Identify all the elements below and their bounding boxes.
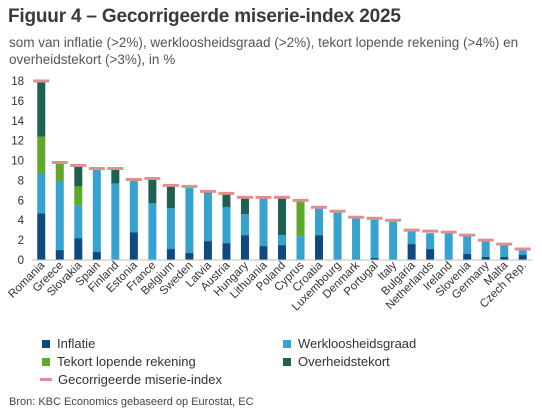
bar-segment-inflatie [370,258,379,260]
bar-segment-inflatie [426,249,435,260]
bar-segment-overheid [240,197,249,215]
bar-segment-overheid [222,193,231,208]
bar-segment-werkloosheid [166,208,175,250]
legend-label: Werkloosheidsgraad [298,336,417,351]
bar-segment-werkloosheid [463,235,472,255]
legend-swatch-tekort-lopende-rekening [42,357,50,366]
bar-segment-overheid [37,81,46,137]
bar-segment-werkloosheid [278,235,286,246]
y-tick-label: 16 [11,96,24,108]
bar-segment-werkloosheid [518,249,527,256]
legend-label: Overheidstekort [298,354,390,369]
bar-segment-tekort_lopende [296,200,305,237]
y-tick-label: 12 [11,136,24,148]
source-note: Bron: KBC Economics gebaseerd op Eurosta… [9,396,254,408]
bar-segment-werkloosheid [426,233,435,250]
bar-segment-werkloosheid [481,240,490,258]
bar-segment-werkloosheid [55,181,64,251]
bar-segment-werkloosheid [444,232,453,260]
y-tick-label: 18 [11,76,24,88]
legend-label: Tekort lopende rekening [57,354,196,369]
y-tick-label: 0 [18,255,24,267]
y-tick-label: 10 [11,156,24,168]
bar-segment-werkloosheid [296,236,305,260]
bar-segment-inflatie [407,244,416,260]
bar-segment-werkloosheid [389,220,398,260]
bar-segment-overheid [148,178,157,204]
bar-segment-werkloosheid [203,193,212,242]
bar-segment-inflatie [259,246,268,260]
legend-label: Inflatie [57,336,96,351]
legend-swatch-overheidstekort [283,357,291,366]
y-tick-label: 8 [18,175,24,187]
legend-label: Gecorrigeerde miserie-index [58,372,223,387]
bar-segment-werkloosheid [240,214,249,236]
chart-subtitle: som van inflatie (>2%), werkloosheidsgra… [9,35,519,67]
bar-segment-inflatie [55,250,64,260]
chart-title: Figuur 4 – Gecorrigeerde miserie-index 2… [8,6,401,27]
bar-segment-inflatie [315,235,324,260]
bar-segment-inflatie [518,255,527,260]
legend-item-werkloosheidsgraad: Werkloosheidsgraad [283,336,416,351]
bar-segment-inflatie [500,257,509,260]
y-tick-label: 2 [18,235,24,247]
bar-segment-inflatie [74,238,83,260]
bar-segment-werkloosheid [259,197,268,247]
legend-swatch-werkloosheidsgraad [283,339,291,348]
bar-segment-werkloosheid [129,179,138,233]
bar-segment-tekort_lopende [37,136,46,174]
legend-item-miserie-index: Gecorrigeerde miserie-index [40,372,222,387]
legend-item-tekort-lopende-rekening: Tekort lopende rekening [42,354,196,369]
bar-segment-tekort_lopende [55,162,64,182]
legend-item-inflatie: Inflatie [42,336,95,351]
bar-segment-werkloosheid [222,207,231,244]
bar-segment-werkloosheid [148,203,157,260]
y-tick-label: 6 [18,195,24,207]
bar-segment-werkloosheid [370,218,379,259]
bar-segment-werkloosheid [500,245,509,258]
bar-segment-werkloosheid [185,185,194,254]
bar-segment-werkloosheid [352,218,361,260]
bar-segment-werkloosheid [74,205,83,239]
bar-segment-inflatie [222,243,231,260]
legend-swatch-miserie-index [40,378,52,381]
bar-segment-werkloosheid [92,168,101,253]
bar-segment-werkloosheid [407,230,416,245]
legend-item-overheidstekort: Overheidstekort [283,354,390,369]
bar-segment-inflatie [203,241,212,260]
y-tick-label: 14 [11,116,24,128]
bar-segment-overheid [166,185,175,209]
bar-segment-inflatie [240,235,249,260]
bar-segment-inflatie [463,254,472,260]
legend-swatch-inflatie [42,339,50,348]
bar-segment-werkloosheid [37,173,46,214]
bar-segment-inflatie [92,252,101,260]
bar-segment-inflatie [185,253,194,260]
bar-segment-overheid [111,168,120,184]
bar-segment-inflatie [481,257,490,260]
bar-segment-tekort_lopende [74,186,83,206]
bar-segment-inflatie [166,249,175,260]
bar-segment-inflatie [37,213,46,260]
bar-segment-overheid [278,197,286,236]
bar-segment-inflatie [129,232,138,260]
bar-segment-overheid [74,165,83,187]
bar-segment-inflatie [278,245,286,260]
bar-segment-werkloosheid [111,183,120,260]
bar-segment-werkloosheid [315,208,324,236]
bar-segment-werkloosheid [333,212,342,260]
y-tick-label: 4 [18,215,25,227]
stacked-bar-chart: 024681012141618RomaniaGreeceSlovakiaSpai… [6,76,532,313]
